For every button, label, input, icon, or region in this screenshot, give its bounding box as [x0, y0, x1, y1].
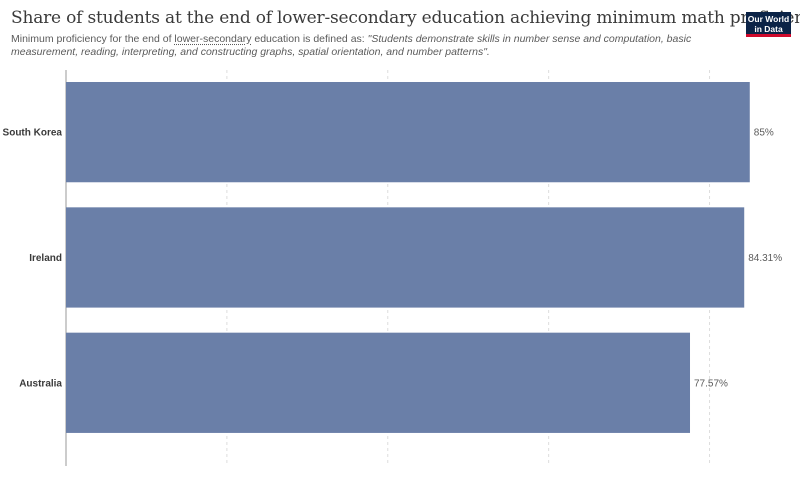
category-label: South Korea: [3, 128, 63, 139]
category-label: Ireland: [29, 253, 62, 264]
bar-ireland[interactable]: [66, 207, 745, 308]
logo-line-2: in Data: [754, 24, 783, 34]
value-label: 84.31%: [748, 253, 782, 264]
value-label: 77.57%: [694, 378, 728, 389]
subtitle-link-lower-secondary[interactable]: lower-secondary: [174, 33, 252, 45]
chart-subtitle: Minimum proficiency for the end of lower…: [11, 33, 711, 59]
owid-logo[interactable]: Our World in Data: [746, 12, 791, 37]
bar-south-korea[interactable]: [66, 82, 750, 183]
bar-australia[interactable]: [66, 332, 691, 433]
subtitle-text-2: education is defined as:: [251, 33, 368, 45]
subtitle-text-1: Minimum proficiency for the end of: [11, 33, 175, 45]
logo-line-1: Our World: [747, 14, 790, 24]
value-label: 85%: [754, 128, 774, 139]
bars: South Korea 85% Ireland 84.31% Australia 77.5…: [3, 82, 782, 433]
category-label: Australia: [19, 378, 62, 389]
subtitle-quote: "Students demonstrate skills in number s…: [11, 33, 692, 58]
chart-title: Share of students at the end of lower-se…: [11, 8, 800, 28]
